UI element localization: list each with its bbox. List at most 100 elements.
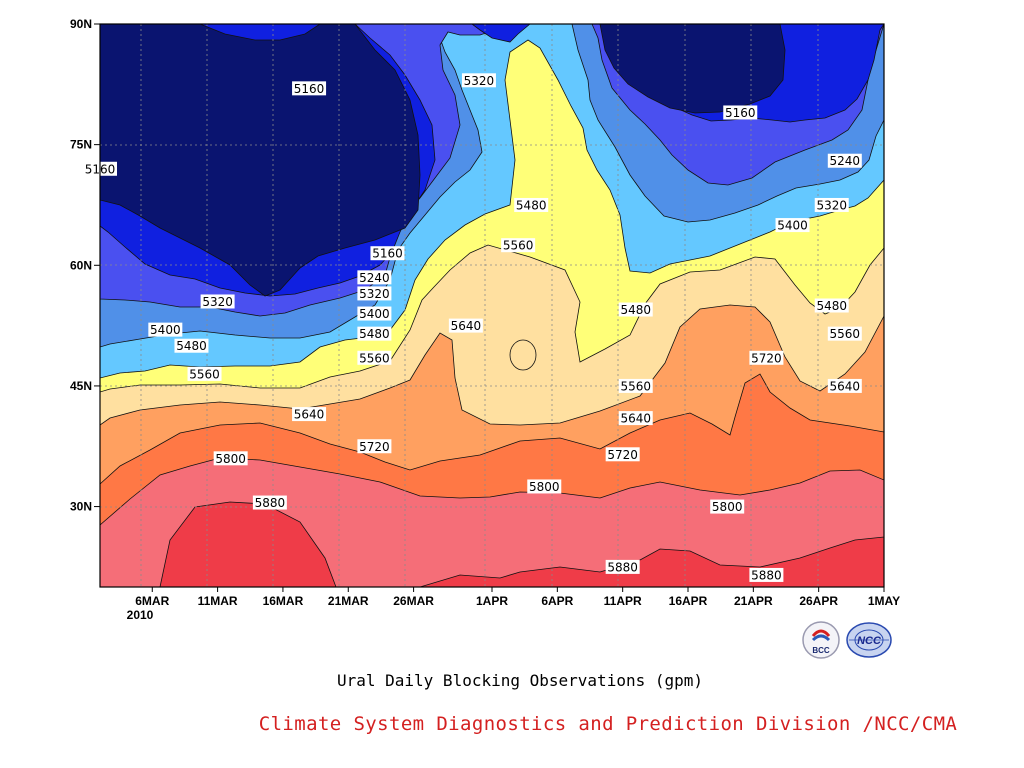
contour-label-text: 5160	[725, 106, 756, 120]
contour-label-text: 5640	[451, 319, 482, 333]
contour-label-background	[814, 197, 849, 212]
contour-label-text: 5480	[620, 303, 651, 317]
contour-label-background	[148, 322, 183, 337]
contour-label-background	[827, 378, 862, 393]
credit-line: Climate System Diagnostics and Predictio…	[258, 713, 958, 735]
contour-label-text: 5480	[359, 327, 390, 341]
contour-label-background	[749, 567, 784, 582]
x-axis-year-label: 2010	[127, 608, 154, 622]
y-tick-label: 90N	[70, 17, 92, 31]
contour-label: 5480	[357, 326, 392, 341]
x-tick-label: 16APR	[669, 594, 708, 608]
contour-label-text: 5560	[830, 327, 861, 341]
contour-label: 5240	[827, 153, 862, 168]
contour-label-background	[749, 350, 784, 365]
y-tick-label: 75N	[70, 138, 92, 152]
contour-label: 5320	[357, 286, 392, 301]
contour-label-text: 5640	[830, 379, 861, 393]
contour-label-text: 5320	[464, 74, 495, 88]
contour-label: 5560	[501, 238, 536, 253]
x-tick-label: 26MAR	[393, 594, 434, 608]
contour-label-background	[527, 479, 562, 494]
chart-subtitle: Ural Daily Blocking Observations (gpm)	[336, 671, 704, 690]
contour-label-text: 5480	[516, 198, 547, 212]
contour-label: 5720	[357, 439, 392, 454]
contour-label-text: 5320	[816, 198, 847, 212]
svg-text:BCC: BCC	[812, 646, 830, 655]
contour-label: 5400	[148, 322, 183, 337]
contour-label-text: 5160	[372, 247, 403, 261]
contour-label: 5400	[775, 218, 810, 233]
contour-label-text: 5640	[294, 408, 325, 422]
svg-text:NCC: NCC	[857, 635, 882, 647]
contour-label-text: 5880	[751, 568, 782, 582]
ncc-logo: NCC	[845, 621, 893, 659]
x-tick-label: 11APR	[604, 594, 642, 608]
contour-label-text: 5800	[215, 452, 246, 466]
contour-label-background	[200, 294, 235, 309]
contour-label: 5400	[357, 306, 392, 321]
contour-label-background	[213, 451, 248, 466]
x-tick-label: 26APR	[799, 594, 838, 608]
contour-label: 5240	[357, 270, 392, 285]
contour-label-background	[357, 270, 392, 285]
contour-label-text: 5320	[202, 295, 233, 309]
contour-label-background	[723, 105, 758, 120]
y-axis: 30N 45N 60N 75N 90N	[70, 17, 100, 514]
contour-label-text: 5560	[620, 379, 651, 393]
contour-label: 5640	[292, 407, 327, 422]
contour-label-background	[357, 326, 392, 341]
contour-label-background	[461, 73, 496, 88]
contour-label-background	[827, 153, 862, 168]
contour-label-text: 5240	[830, 154, 861, 168]
contour-label-text: 5320	[359, 287, 390, 301]
contour-label-background	[618, 302, 653, 317]
contour-label-background	[357, 350, 392, 365]
contour-label-text: 5640	[620, 412, 651, 426]
contour-label-background	[357, 286, 392, 301]
contour-label: 5160	[723, 105, 758, 120]
x-tick-label: 1MAY	[868, 594, 900, 608]
contour-label: 5480	[618, 302, 653, 317]
contour-label-text: 5880	[607, 560, 638, 574]
contour-label-background	[292, 81, 327, 96]
contour-label-background	[605, 559, 640, 574]
contour-label-background	[252, 495, 287, 510]
closed-contour-5560	[509, 339, 537, 371]
band-below-5160-east	[599, 24, 786, 114]
contour-label-background	[775, 218, 810, 233]
band-below-5160-west	[100, 24, 421, 297]
x-tick-label: 6APR	[541, 594, 573, 608]
contour-label: 5800	[527, 479, 562, 494]
contour-label-background	[827, 326, 862, 341]
contour-label-text: 5880	[255, 496, 286, 510]
contour-label-text: 5400	[150, 323, 181, 337]
contour-label: 5720	[749, 350, 784, 365]
contour-label-text: 5480	[176, 339, 207, 353]
contour-label-text: 5800	[712, 500, 743, 514]
contour-label-text: 5720	[607, 448, 638, 462]
contour-label: 5160	[370, 246, 405, 261]
contour-label-background	[514, 197, 549, 212]
contour-label: 5320	[814, 197, 849, 212]
contour-label: 5320	[200, 294, 235, 309]
contour-label-background	[357, 306, 392, 321]
contour-label-text: 5480	[816, 299, 847, 313]
contour-label: 5480	[514, 197, 549, 212]
x-tick-label: 21APR	[734, 594, 773, 608]
contour-label: 5560	[827, 326, 862, 341]
contour-label-text: 5160	[294, 82, 325, 96]
contour-label: 5720	[605, 447, 640, 462]
y-tick-label: 60N	[70, 258, 92, 272]
contour-label-background	[814, 298, 849, 313]
x-tick-label: 16MAR	[263, 594, 304, 608]
x-tick-label: 11MAR	[198, 594, 238, 608]
contour-label-background	[605, 447, 640, 462]
x-tick-label: 21MAR	[328, 594, 369, 608]
contour-label-text: 5800	[529, 480, 560, 494]
contour-label: 5560	[618, 378, 653, 393]
contour-label-text: 5400	[777, 219, 808, 233]
contour-label-background	[292, 407, 327, 422]
contour-label: 5640	[618, 411, 653, 426]
contour-label-text: 5240	[359, 271, 390, 285]
